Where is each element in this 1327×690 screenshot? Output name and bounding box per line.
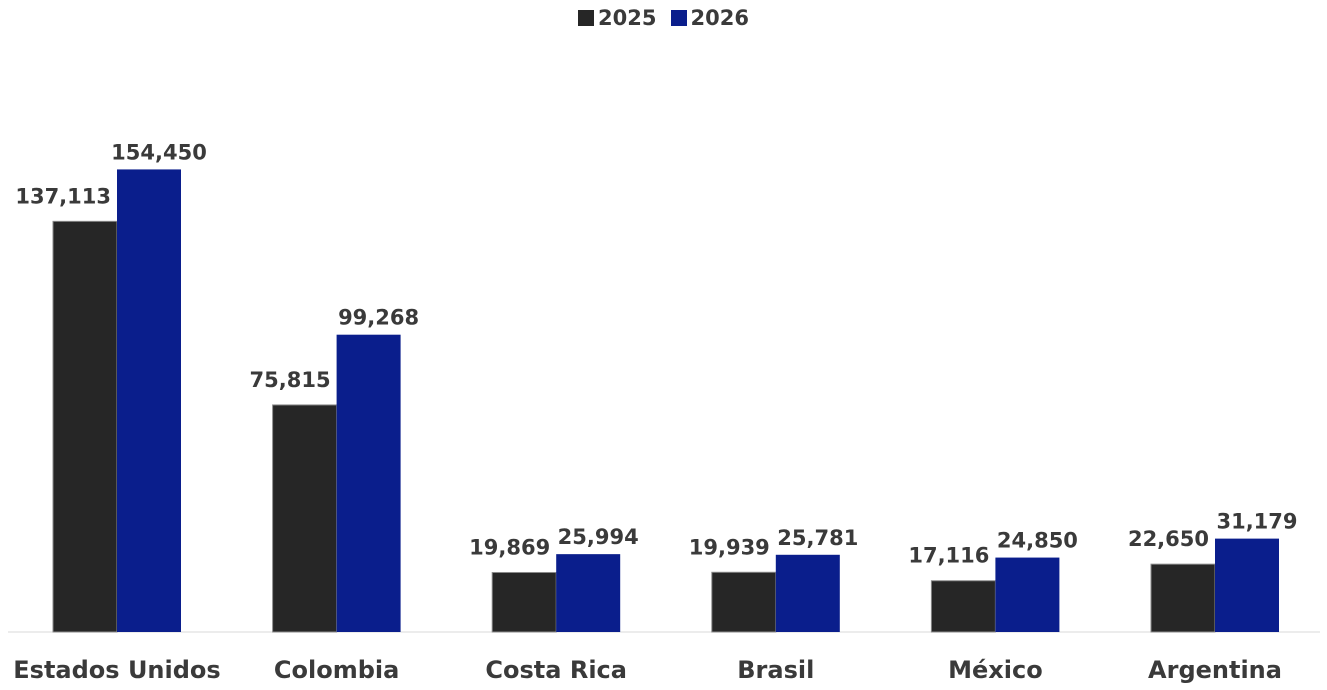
data-label-estados-unidos-2026: 154,450 xyxy=(111,140,207,164)
x-tick-label-argentina: Argentina xyxy=(1148,656,1282,684)
legend-swatch-2025 xyxy=(578,10,595,26)
bar-colombia-2025 xyxy=(272,404,338,633)
legend-label-2026: 2026 xyxy=(690,6,749,30)
x-tick-label-mexico: México xyxy=(948,656,1043,684)
bar-mexico-2026 xyxy=(995,557,1060,632)
data-label-argentina-2025: 22,650 xyxy=(1128,527,1209,551)
data-label-argentina-2026: 31,179 xyxy=(1216,510,1297,534)
legend: 2025 2026 xyxy=(0,6,1327,30)
bar-brasil-2025 xyxy=(711,571,777,633)
data-label-mexico-2025: 17,116 xyxy=(908,544,989,568)
bar-brasil-2026 xyxy=(775,554,840,632)
data-label-estados-unidos-2025: 137,113 xyxy=(15,184,111,208)
bar-colombia-2026 xyxy=(336,334,401,632)
x-tick-label-costa-rica: Costa Rica xyxy=(485,656,627,684)
data-label-colombia-2026: 99,268 xyxy=(338,306,419,330)
legend-swatch-2026 xyxy=(670,10,687,26)
data-label-brasil-2026: 25,781 xyxy=(777,526,858,550)
data-label-brasil-2025: 19,939 xyxy=(689,535,770,559)
bar-estados-unidos-2026 xyxy=(117,169,181,633)
legend-item-2025: 2025 xyxy=(578,6,657,30)
x-tick-label-estados-unidos: Estados Unidos xyxy=(13,656,220,684)
bar-mexico-2025 xyxy=(930,580,996,633)
legend-label-2025: 2025 xyxy=(598,6,657,30)
x-tick-label-brasil: Brasil xyxy=(737,656,814,684)
data-label-mexico-2026: 24,850 xyxy=(997,529,1078,553)
x-tick-label-colombia: Colombia xyxy=(274,656,399,684)
bar-costa-rica-2026 xyxy=(556,554,621,632)
data-label-colombia-2025: 75,815 xyxy=(250,368,331,392)
bar-argentina-2026 xyxy=(1215,538,1279,632)
data-label-costa-rica-2026: 25,994 xyxy=(558,525,639,549)
bar-argentina-2025 xyxy=(1150,563,1216,633)
data-label-costa-rica-2025: 19,869 xyxy=(469,535,550,559)
bar-costa-rica-2025 xyxy=(491,571,557,633)
legend-item-2026: 2026 xyxy=(670,6,749,30)
bar-estados-unidos-2025 xyxy=(52,220,118,633)
